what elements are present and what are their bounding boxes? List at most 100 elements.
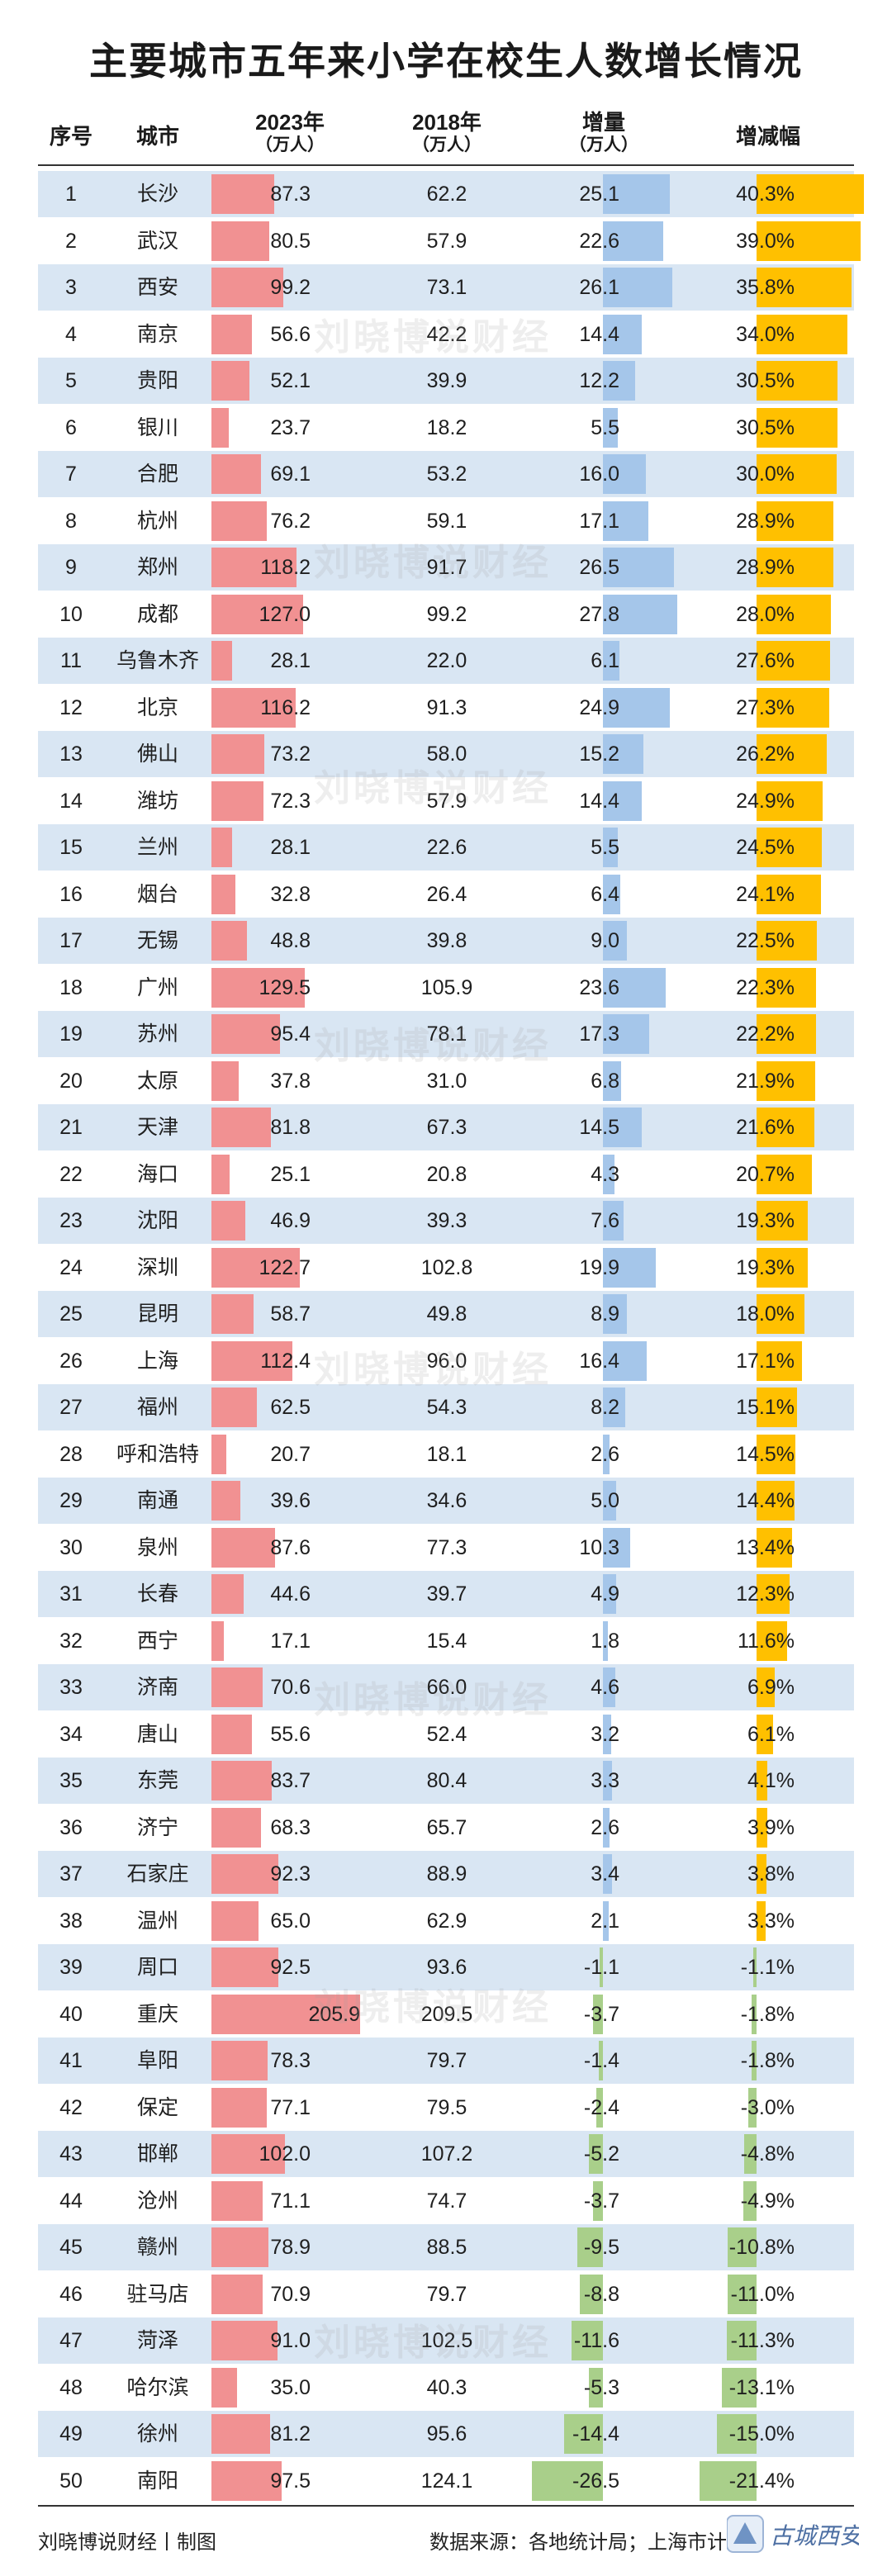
cell-2023: 83.7 — [270, 1769, 311, 1792]
bar-rate — [757, 1620, 788, 1661]
watermark: 刘晓博说财经 — [314, 1350, 552, 1390]
bar-rate — [757, 828, 823, 867]
cell-2018: 80.4 — [426, 1769, 467, 1792]
watermark: 刘晓博说财经 — [314, 1680, 552, 1720]
bar-rate — [757, 734, 827, 774]
bar-rate — [757, 268, 852, 307]
cell-city: 兰州 — [136, 836, 178, 859]
cell-index: 40 — [59, 2002, 83, 2026]
cell-rate: 26.2% — [736, 742, 795, 766]
bar-2023 — [211, 2321, 278, 2360]
cell-2023: 118.2 — [260, 556, 311, 579]
bar-rate — [699, 2460, 757, 2501]
cell-delta: 4.9 — [591, 1582, 619, 1606]
bar-2023 — [211, 407, 229, 448]
bar-rate — [752, 2041, 757, 2080]
cell-2018: 96.0 — [426, 1349, 467, 1373]
cell-2018: 58.0 — [426, 742, 467, 766]
cell-delta: 12.2 — [579, 369, 619, 392]
cell-2018: 39.3 — [426, 1209, 467, 1232]
bar-2023 — [211, 1434, 227, 1474]
cell-index: 23 — [59, 1209, 83, 1232]
bar-delta — [603, 1388, 625, 1427]
bar-delta — [603, 921, 628, 961]
bar-delta — [588, 2367, 603, 2408]
bar-delta — [603, 1154, 614, 1194]
cell-index: 44 — [59, 2189, 83, 2213]
header-2018-unit: （万人） — [412, 135, 482, 154]
bar-delta — [603, 268, 673, 307]
bar-rate — [757, 1668, 776, 1707]
cell-2023: 78.9 — [270, 2236, 311, 2259]
cell-city: 广州 — [136, 975, 178, 999]
table-row: 27 福州 62.5 54.3 8.2 15.1% — [38, 1384, 854, 1430]
cell-city: 济宁 — [136, 1815, 178, 1839]
cell-city: 苏州 — [136, 1022, 178, 1046]
cell-rate: 18.0% — [736, 1302, 795, 1326]
cell-rate: 22.3% — [736, 975, 795, 999]
bar-rate — [757, 1527, 793, 1568]
cell-2018: 22.0 — [426, 649, 467, 672]
bar-rate — [757, 1247, 809, 1288]
cell-delta: 22.6 — [579, 229, 619, 253]
cell-2023: 112.4 — [260, 1349, 311, 1373]
bar-2023 — [211, 2274, 263, 2314]
cell-rate: 15.1% — [736, 1396, 795, 1419]
cell-delta: 7.6 — [591, 1209, 619, 1232]
bar-delta — [603, 1247, 657, 1288]
bar-rate — [757, 1900, 766, 1941]
cell-city: 昆明 — [136, 1302, 178, 1326]
table-row: 17 无锡 48.8 39.8 9.0 22.5% — [38, 918, 854, 964]
cell-delta: 10.3 — [579, 1535, 619, 1559]
cell-rate: 24.5% — [736, 836, 795, 859]
header-city: 城市 — [135, 124, 179, 149]
cell-delta: 15.2 — [579, 742, 619, 766]
table-row: 39 周口 92.5 93.6 -1.1 -1.1% — [38, 1944, 854, 1990]
cell-index: 48 — [59, 2375, 83, 2399]
cell-2018: 39.8 — [426, 929, 467, 952]
bar-delta — [603, 828, 618, 867]
cell-city: 温州 — [136, 1909, 178, 1933]
bar-2023 — [211, 221, 270, 261]
cell-2023: 99.2 — [270, 276, 311, 299]
cell-city: 郑州 — [136, 556, 178, 579]
cell-delta: 6.4 — [591, 882, 619, 906]
table-row: 48 哈尔滨 35.0 40.3 -5.3 -13.1% — [38, 2364, 854, 2411]
bar-2023 — [211, 2460, 282, 2501]
cell-delta: 2.6 — [591, 1815, 619, 1839]
cell-2018: 39.7 — [426, 1582, 467, 1606]
cell-delta: 23.6 — [579, 975, 619, 999]
cell-rate: -4.8% — [740, 2142, 795, 2166]
cell-2018: 77.3 — [426, 1535, 467, 1559]
header-2023: 2023年 （万人） — [211, 110, 368, 156]
table-row: 26 上海 112.4 96.0 16.4 17.1% — [38, 1337, 854, 1384]
cell-index: 33 — [59, 1676, 83, 1699]
footer-divider — [38, 2505, 854, 2507]
cell-index: 32 — [59, 1629, 83, 1653]
cell-rate: 28.9% — [736, 509, 795, 533]
bar-rate — [757, 1761, 768, 1800]
table-row: 24 深圳 122.7 102.8 19.9 19.3% — [38, 1244, 854, 1291]
cell-delta: -14.4 — [572, 2422, 619, 2446]
cell-index: 49 — [59, 2422, 83, 2446]
table-row: 14 潍坊 72.3 57.9 14.4 24.9% — [38, 777, 854, 824]
table-row: 47 菏泽 91.0 102.5 -11.6 -11.3% — [38, 2317, 854, 2364]
cell-2023: 37.8 — [270, 1069, 311, 1093]
svg-text:古城西安: 古城西安 — [770, 2522, 859, 2550]
table-row: 16 烟台 32.8 26.4 6.4 24.1% — [38, 871, 854, 918]
cell-city: 唐山 — [136, 1722, 178, 1746]
table-row: 4 南京 56.6 42.2 14.4 34.0% — [38, 311, 854, 358]
bar-2023 — [211, 1340, 293, 1381]
cell-2018: 79.7 — [426, 2049, 467, 2072]
table-row: 44 沧州 71.1 74.7 -3.7 -4.9% — [38, 2177, 854, 2224]
bar-delta — [603, 1900, 609, 1941]
cell-2023: 116.2 — [260, 695, 311, 719]
bar-rate — [757, 1060, 815, 1101]
bar-delta — [603, 1807, 610, 1848]
cell-index: 28 — [59, 1442, 83, 1466]
cell-index: 16 — [59, 882, 83, 906]
cell-city: 贵阳 — [136, 369, 178, 392]
bar-rate — [757, 641, 831, 681]
bar-delta — [603, 314, 642, 354]
cell-delta: -11.6 — [573, 2329, 619, 2352]
